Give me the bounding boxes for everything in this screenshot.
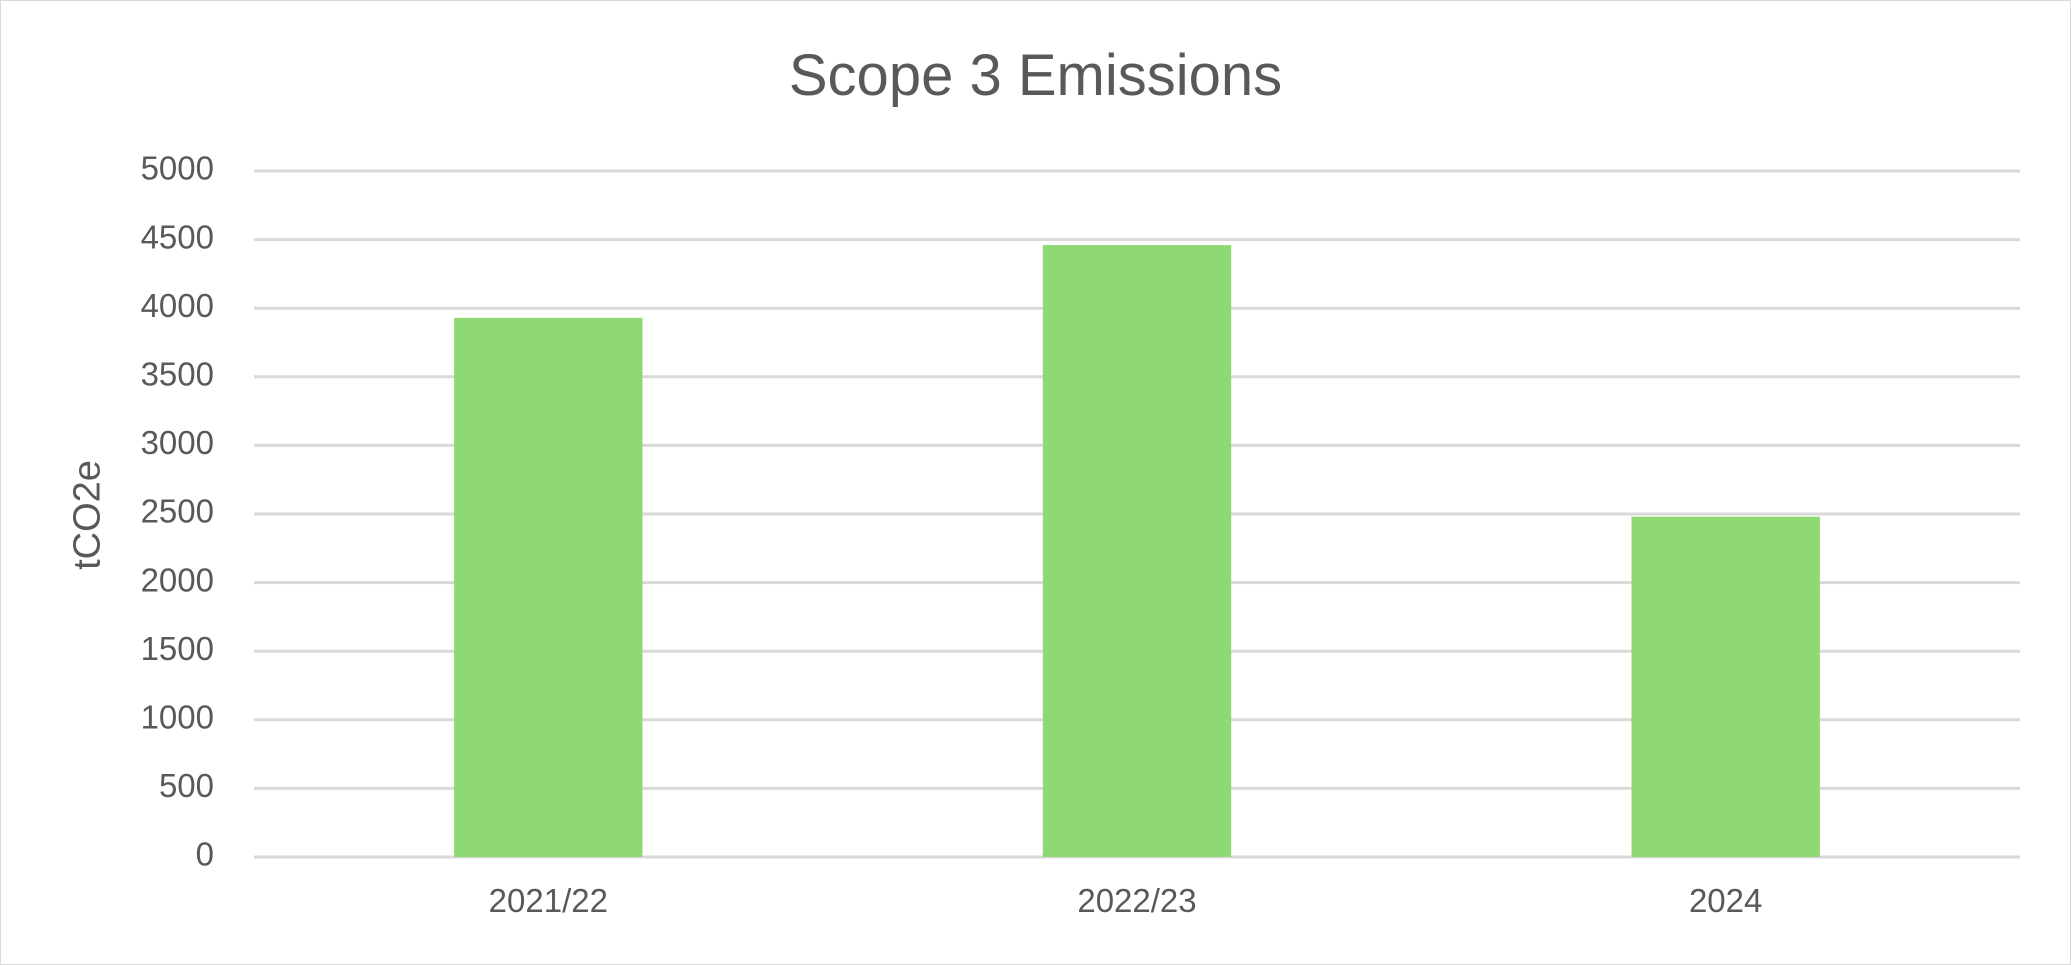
bar [1042, 245, 1232, 857]
x-tick-label: 2024 [1689, 882, 1762, 919]
bar [1631, 516, 1820, 857]
y-tick-label: 2000 [141, 561, 214, 598]
x-tick-label: 2021/22 [489, 882, 608, 919]
chart-title: Scope 3 Emissions [788, 43, 1283, 108]
y-tick-label: 1000 [141, 699, 214, 736]
y-tick-label: 4500 [141, 218, 214, 255]
y-tick-label: 3500 [141, 356, 214, 393]
bar [454, 317, 643, 858]
bars [454, 245, 1820, 858]
y-tick-label: 2500 [141, 493, 214, 530]
y-axis-ticks: 0 500 1000 1500 2000 2500 3000 3500 4000 4500 5000 [141, 150, 214, 873]
x-axis-ticks: 2021/22 2022/23 2024 [489, 882, 1763, 919]
y-tick-label: 0 [196, 836, 214, 873]
y-tick-label: 4000 [141, 287, 214, 324]
y-tick-label: 3000 [141, 424, 214, 461]
y-tick-label: 5000 [141, 150, 214, 187]
y-tick-label: 500 [159, 767, 214, 804]
y-tick-label: 1500 [141, 630, 214, 667]
x-tick-label: 2022/23 [1077, 882, 1196, 919]
